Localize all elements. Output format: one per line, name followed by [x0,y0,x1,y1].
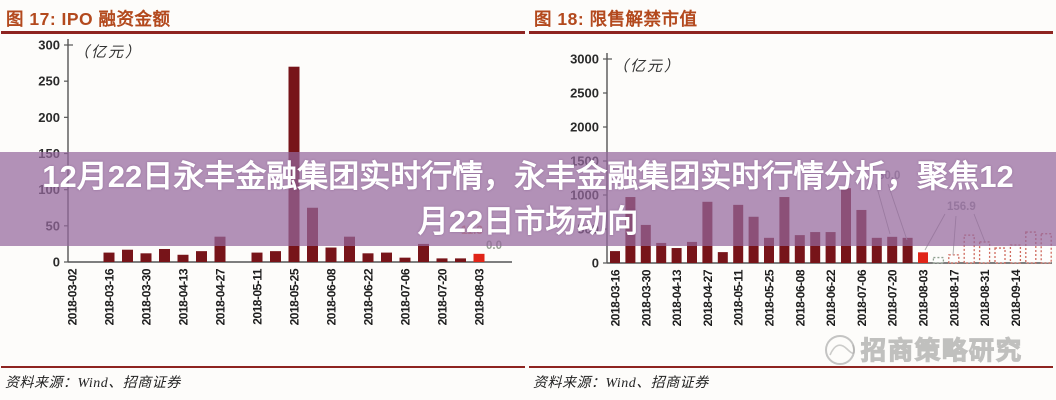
x-tick-label: 2018-04-27 [701,269,715,326]
y-tick-label: 300 [38,38,60,53]
bar [344,236,355,262]
bar [825,232,836,263]
x-tick-label: 2018-08-03 [917,269,931,326]
unit-label: （亿元） [74,44,142,61]
latest-bar [473,253,485,262]
headline-line-2: 月22日市场动向 [417,204,639,239]
x-tick-label: 2018-07-20 [436,268,450,325]
bar [871,237,882,263]
bar [214,236,226,262]
x-tick-label: 2018-03-30 [140,268,154,325]
bar [270,251,281,262]
x-tick-label: 2018-03-16 [609,269,623,326]
y-tick-label: 0 [592,256,599,271]
x-tick-label: 2018-03-02 [66,268,80,325]
x-tick-label: 2018-05-11 [251,268,265,325]
x-tick-label: 2018-08-03 [473,268,487,325]
x-tick-label: 2018-07-06 [399,268,413,325]
x-tick-label: 2018-06-08 [325,268,339,325]
y-tick-label: 2500 [570,86,599,101]
bar [251,252,263,262]
x-tick-label: 2018-03-16 [103,268,117,325]
forecast-bar [948,254,960,264]
chart-title-ipo: 图 17: IPO 融资金额 [6,9,171,29]
bar [764,237,774,263]
bar [103,252,115,262]
latest-bar [918,252,928,263]
source-credit: 资料来源：Wind、招商证券 [5,376,181,391]
footer-rule [1,366,525,368]
unit-label: （亿元） [613,58,681,75]
watermark-text: 招商策略研究 [860,336,1024,365]
y-tick-label: 2000 [570,120,599,135]
x-tick-label: 2018-05-25 [288,268,302,325]
bar [399,257,411,262]
bar [455,258,466,262]
forecast-bar [1009,244,1022,264]
x-tick-label: 2018-08-17 [947,269,961,326]
x-tick-label: 2018-04-13 [670,269,684,326]
x-tick-label: 2018-04-27 [214,268,228,325]
y-tick-label: 3000 [570,52,599,67]
title-rule [529,31,1053,34]
bar [140,253,152,262]
x-tick-label: 2018-06-22 [362,268,376,325]
x-tick-label: 2018-06-22 [824,269,838,326]
bar [325,247,337,262]
bar [810,232,821,263]
bar [436,258,448,262]
brand-watermark: 招商策略研究 [823,330,1053,368]
bar [717,252,728,263]
bar [177,254,189,262]
x-tick-label: 2018-08-31 [978,269,992,326]
bar [794,235,805,263]
bar [902,237,913,263]
y-tick-label: 0 [53,255,60,270]
x-tick-label: 2018-07-06 [855,269,869,326]
bar [610,251,620,263]
bar [887,236,898,263]
bar [418,243,429,262]
forecast-bar [994,247,1006,264]
x-tick-label: 2018-04-13 [177,268,191,325]
x-tick-label: 2018-09-14 [1009,269,1023,326]
seal-logo-icon [825,335,855,365]
headline-line-1: 12月22日永丰金融集团实时行情，永丰金融集团实时行情分析，聚焦12 [42,159,1014,194]
title-rule [1,31,525,34]
y-tick-label: 200 [38,110,60,125]
x-tick-label: 2018-05-25 [763,269,777,326]
headline-overlay-banner: 12月22日永丰金融集团实时行情，永丰金融集团实时行情分析，聚焦12 月22日市… [0,152,1056,246]
x-tick-label: 2018-06-08 [793,269,807,326]
bar [159,248,170,262]
x-tick-label: 2018-05-11 [732,269,746,326]
bar [381,252,392,262]
bar [656,242,667,263]
bar [362,253,374,262]
forecast-bar [932,256,945,264]
bar [196,251,207,262]
chart-title-unlock: 图 18: 限售解禁市值 [534,9,698,29]
x-tick-label: 2018-03-30 [639,269,653,326]
y-tick-label: 250 [38,74,60,89]
bar [687,241,697,263]
footer-rule [529,366,1053,368]
x-tick-label: 2018-07-20 [886,269,900,326]
bar [671,248,682,263]
source-credit: 资料来源：Wind、招商证券 [533,376,709,391]
bar [122,249,133,262]
